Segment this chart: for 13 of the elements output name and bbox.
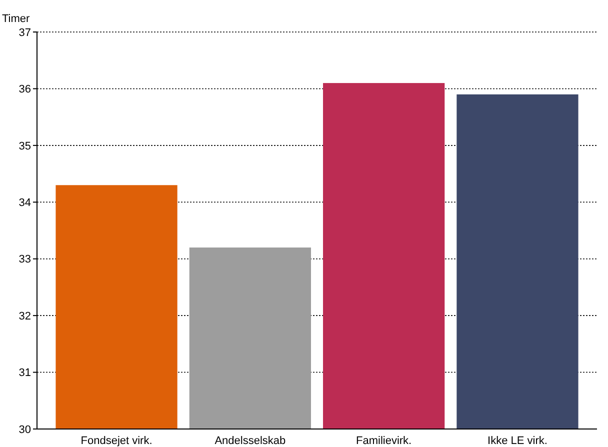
y-axis-title: Timer — [2, 13, 30, 25]
y-tick-label: 31 — [18, 367, 31, 380]
x-tick-label: Fondsejet virk. — [80, 435, 152, 447]
x-tick-label: Familievirk. — [356, 435, 412, 447]
y-tick-label: 32 — [18, 310, 31, 322]
y-tick-label: 36 — [18, 84, 31, 96]
y-tick-label: 33 — [18, 254, 31, 266]
y-tick-label: 34 — [18, 196, 31, 209]
y-tick-label: 37 — [18, 26, 31, 39]
x-tick-label: Ikke LE virk. — [488, 435, 548, 447]
y-tick-label: 30 — [18, 424, 31, 436]
x-tick-label: Andelsselskab — [214, 435, 286, 447]
y-tick-label: 35 — [18, 140, 31, 152]
